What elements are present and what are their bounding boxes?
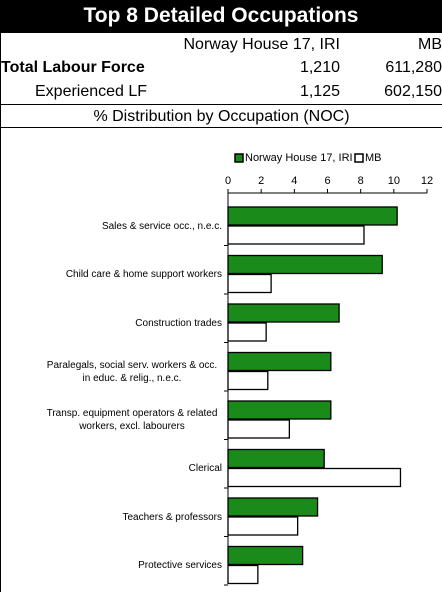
title: Top 8 Detailed Occupations [0,0,442,32]
category-label: Sales & service occ., n.e.c. [101,220,222,232]
category-label: Paralegals, social serv. workers & occ. … [46,359,218,384]
category-label-box: Sales & service occ., n.e.c. [102,220,222,233]
bar [227,254,383,275]
bar [227,448,325,469]
subtitle: % Distribution by Occupation (NOC) [0,104,442,128]
category-label-box: Teachers & professors [123,511,223,524]
x-tick-label: 0 [225,175,231,187]
category-label-box: Transp. equipment operators & related wo… [42,407,222,433]
bar [227,545,304,566]
bar [227,206,398,226]
bar [227,497,319,517]
bar [227,225,365,245]
column-header: Norway House 17, IRI [183,36,340,53]
bar [227,322,267,342]
cell: 611,280 [385,59,442,76]
bar [227,419,291,439]
bar [227,273,272,294]
bar [227,370,269,391]
x-tick-label: 12 [421,175,433,187]
category-label: Transp. equipment operators & related wo… [46,408,218,432]
column-headers: Norway House 17, IRI MB [0,32,442,56]
x-tick-label: 10 [388,175,400,187]
legend-label: MB [365,152,382,164]
category-label: Clerical [188,463,222,474]
bar [227,303,340,323]
category-label: Child care & home support workers [65,269,222,280]
row-label: Experienced LF [35,83,148,100]
table-row: Experienced LF 1,125 602,150 [0,80,442,104]
cell: 1,125 [299,83,340,100]
table-row: Total Labour Force 1,210 611,280 [0,56,442,80]
row-label: Total Labour Force [1,59,145,76]
column-header: MB [418,36,442,53]
category-label-box: Child care & home support workers [66,268,222,281]
legend-swatch [234,153,244,163]
category-label-box: Clerical [189,462,222,475]
legend-label: Norway House 17, IRI [245,152,353,164]
bar [227,516,299,536]
x-tick-label: 8 [358,175,364,187]
category-label: Construction trades [135,317,222,329]
category-label: Protective services [138,560,222,571]
cell: 602,150 [384,83,442,100]
bar [227,467,402,488]
bar [227,400,332,420]
bar [227,564,259,585]
x-tick-label: 6 [324,175,330,187]
bar [227,351,332,372]
category-label: Teachers & professors [122,511,223,523]
cell: 1,210 [299,59,340,76]
x-tick-label: 2 [258,175,264,187]
category-label-box: Paralegals, social serv. workers & occ. … [42,359,222,385]
category-label-box: Construction trades [135,317,222,330]
x-tick-label: 4 [291,175,297,187]
legend-swatch [354,153,364,163]
category-label-box: Protective services [138,559,222,572]
